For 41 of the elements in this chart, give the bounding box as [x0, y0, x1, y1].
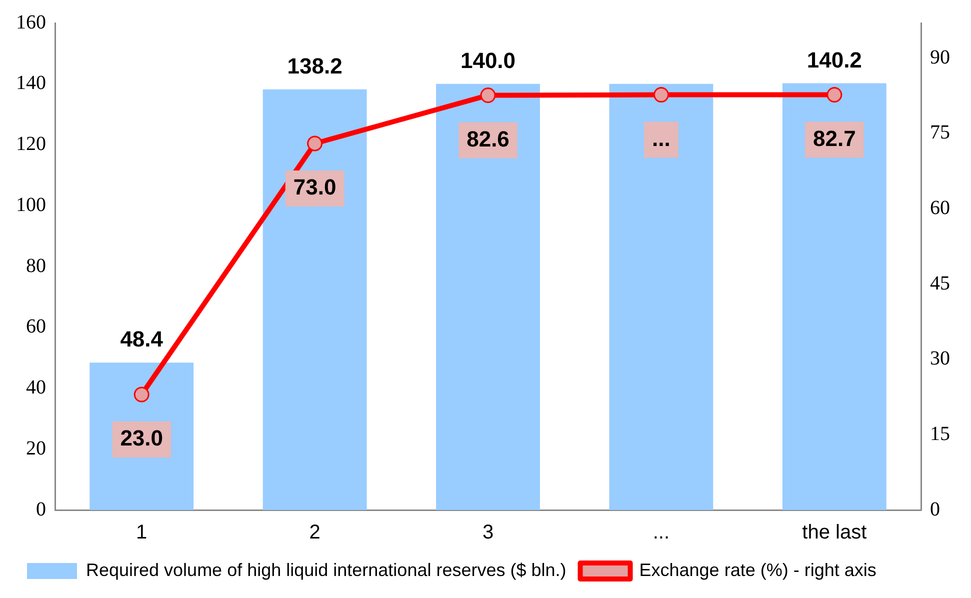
x-tick-label: the last — [802, 522, 868, 544]
y-tick-label: 100 — [16, 194, 46, 216]
x-tick-label: 2 — [309, 522, 320, 544]
y-tick-label: 20 — [26, 437, 46, 460]
data-label: 48.4 — [120, 326, 164, 352]
y2-tick-label: 90 — [930, 46, 950, 68]
y2-tick-label: 60 — [930, 197, 950, 220]
bar — [782, 83, 886, 510]
y2-tick-label: 0 — [930, 498, 940, 520]
data-label: 140.0 — [460, 48, 516, 73]
data-label: 82.7 — [812, 126, 856, 151]
bar — [262, 89, 367, 510]
point — [134, 386, 150, 402]
legend-label: Required volume of high liquid international reserves ($ bln.) — [86, 560, 566, 580]
y-tick-label: 80 — [26, 254, 46, 277]
y-tick-label: 0 — [36, 498, 46, 520]
x-tick-label: ... — [652, 522, 670, 544]
point — [826, 87, 842, 103]
y-tick-label: 140 — [16, 72, 46, 94]
y-tick-label: 160 — [16, 11, 46, 34]
x-tick-label: 3 — [482, 522, 494, 544]
data-label: ... — [652, 126, 670, 151]
y2-tick-label: 75 — [930, 122, 950, 144]
legend-label: Exchange rate (%) - right axis — [639, 560, 876, 580]
point — [480, 88, 496, 104]
x-tick-label: 1 — [136, 522, 148, 544]
point — [307, 136, 323, 152]
bar — [436, 84, 540, 510]
y2-tick-label: 30 — [930, 348, 950, 370]
data-label: 23.0 — [120, 426, 164, 451]
data-label: 82.6 — [466, 126, 510, 152]
y2-tick-label: 15 — [930, 422, 950, 445]
y2-tick-label: 45 — [930, 272, 950, 294]
bar — [609, 84, 714, 510]
y-tick-label: 120 — [16, 133, 46, 155]
data-label: 138.2 — [287, 53, 342, 78]
data-label: 140.2 — [806, 47, 862, 72]
y-tick-label: 40 — [26, 376, 46, 398]
point — [653, 87, 669, 103]
y-tick-label: 60 — [26, 316, 46, 338]
data-label: 73.0 — [293, 174, 336, 200]
